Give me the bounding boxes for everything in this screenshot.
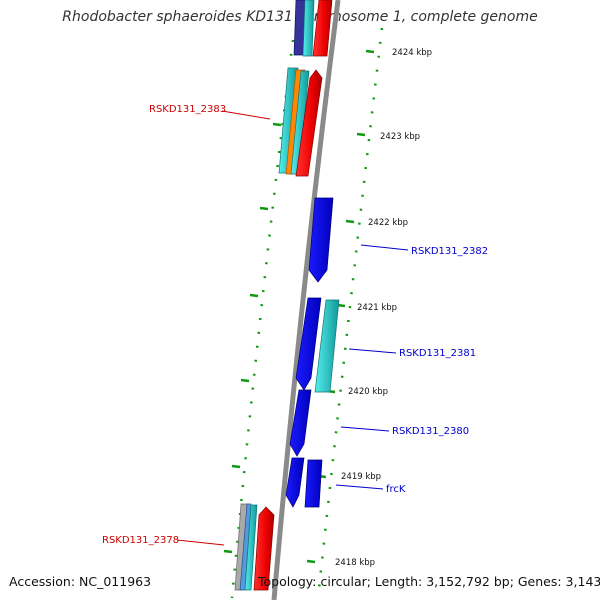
gene-label-reverse: RSKD131_2383 bbox=[149, 104, 226, 115]
gene-label-forward: frcK bbox=[386, 484, 406, 495]
tick-label: 2424 kbp bbox=[392, 48, 432, 58]
inner-tick-marks bbox=[223, 122, 282, 554]
chromosome-backbone bbox=[271, 0, 341, 600]
tick-label: 2419 kbp bbox=[341, 472, 381, 482]
cds-frcK bbox=[285, 457, 323, 508]
gene-labels: RSKD131_2383 RSKD131_2382 RSKD131_2381 R… bbox=[102, 104, 488, 546]
tick-label: 2420 kbp bbox=[348, 387, 388, 397]
cds-cluster-2383 bbox=[278, 67, 323, 177]
gene-label-forward: RSKD131_2382 bbox=[411, 246, 488, 257]
cds-2380 bbox=[289, 389, 312, 457]
tick-label: 2418 kbp bbox=[335, 558, 375, 568]
tick-labels: 2424 kbp 2423 kbp 2422 kbp 2421 kbp 2420… bbox=[335, 48, 432, 568]
leader-lines bbox=[176, 110, 409, 546]
cds-2382 bbox=[308, 197, 334, 283]
outer-scale-ring bbox=[316, 27, 384, 599]
tick-label: 2422 kbp bbox=[368, 218, 408, 228]
topology-text: Topology: circular; Length: 3,152,792 bp… bbox=[258, 574, 600, 589]
gene-label-reverse: RSKD131_2378 bbox=[102, 535, 179, 546]
gene-label-forward: RSKD131_2380 bbox=[392, 426, 469, 437]
tick-label: 2423 kbp bbox=[380, 132, 420, 142]
cds-2381 bbox=[295, 297, 340, 393]
gene-label-forward: RSKD131_2381 bbox=[399, 348, 476, 359]
cds-cluster-top bbox=[293, 0, 333, 57]
cds-cluster-2378 bbox=[234, 503, 275, 591]
tick-label: 2421 kbp bbox=[357, 303, 397, 313]
accession-text: Accession: NC_011963 bbox=[9, 574, 152, 589]
